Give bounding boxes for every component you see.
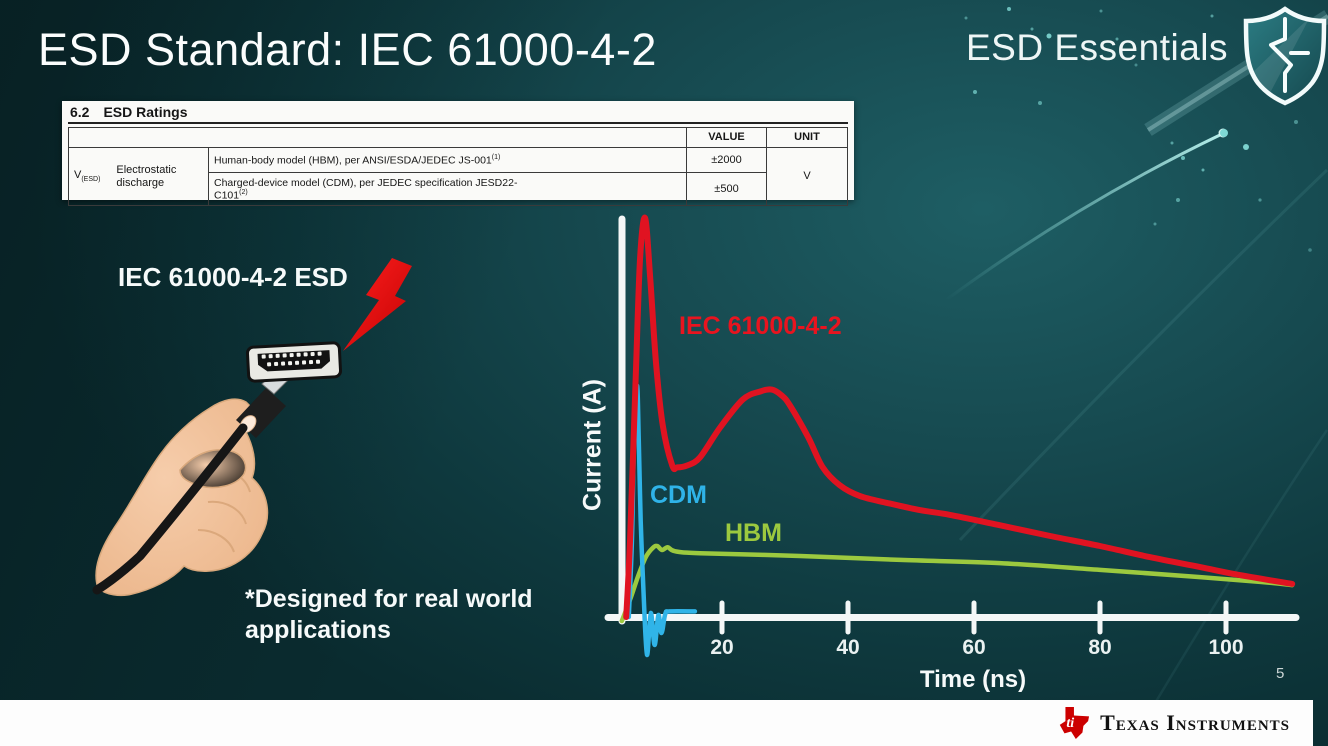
curve-hbm — [619, 543, 1295, 624]
star-dot — [1170, 141, 1174, 145]
page-number: 5 — [1276, 665, 1285, 682]
x-tick-label: 40 — [836, 636, 860, 659]
series-label-cdm: CDM — [650, 481, 707, 509]
section-number: 6.2 — [70, 104, 90, 120]
star-dot — [1243, 144, 1249, 150]
section-title: ESD Ratings — [103, 104, 188, 120]
unit-cell: V — [766, 147, 848, 206]
shooting-star-streak — [945, 132, 1223, 302]
brand-text: ESD Essentials — [966, 27, 1228, 68]
row-cdm-value: ±500 — [686, 172, 767, 206]
x-tick-label: 20 — [710, 636, 734, 659]
star-dot — [973, 90, 977, 94]
row-hbm-description: Human-body model (HBM), per ANSI/ESDA/JE… — [208, 147, 687, 173]
lightning-bolt-icon — [343, 258, 412, 351]
star-dot — [964, 16, 968, 20]
star-dot — [1176, 198, 1180, 202]
ti-logo-icon: ti — [1059, 706, 1090, 740]
esd-ratings-table: VALUE UNIT V(ESD) Electrostatic discharg… — [68, 127, 848, 206]
hand-illustration — [92, 258, 412, 597]
header-value: VALUE — [686, 127, 767, 148]
x-tick-label: 80 — [1088, 636, 1112, 659]
star-dot — [1210, 14, 1214, 18]
x-axis-label: Time (ns) — [919, 666, 1027, 693]
star-dots — [964, 7, 1312, 252]
star-dot — [1099, 9, 1103, 13]
series-label-hbm: HBM — [725, 519, 782, 547]
star-dot — [1181, 156, 1185, 160]
cable — [92, 423, 248, 595]
param-symbol: V(ESD) — [74, 168, 101, 184]
ti-logo-text: Texas Instruments — [1100, 710, 1290, 735]
illustration-label: IEC 61000-4-2 ESD — [118, 262, 348, 292]
star-dot — [1153, 222, 1157, 226]
star-dot — [1220, 129, 1228, 137]
finger-crease-3 — [197, 529, 235, 553]
row-cdm-description: Charged-device model (CDM), per JEDEC sp… — [208, 172, 687, 206]
table-heading: 6.2 ESD Ratings — [68, 103, 848, 124]
star-dot — [1134, 63, 1138, 67]
chart-axes — [604, 215, 1300, 635]
footer-bar: ti Texas Instruments — [0, 700, 1313, 746]
header-empty-cell — [68, 127, 687, 148]
footnote: *Designed for real world applications — [245, 585, 533, 644]
x-tick-label: 100 — [1208, 636, 1244, 659]
row-hbm-value: ±2000 — [686, 147, 767, 173]
x-axis-ticks — [719, 600, 1229, 635]
star-dot — [1258, 198, 1262, 202]
star-dot — [1115, 37, 1119, 41]
header-unit: UNIT — [766, 127, 848, 148]
finger-crease-2 — [207, 500, 247, 525]
svg-text:ti: ti — [1066, 715, 1074, 731]
hdmi-connector — [245, 341, 343, 383]
star-dot — [1294, 120, 1298, 124]
star-dot — [1201, 168, 1205, 172]
esd-shield-icon — [1240, 5, 1328, 107]
param-name: Electrostatic discharge — [116, 163, 177, 189]
y-axis-label: Current (A) — [578, 379, 607, 511]
star-dot — [1046, 33, 1052, 39]
star-dot — [1038, 101, 1042, 105]
faint-arc-1 — [958, 168, 1328, 542]
star-dot — [1308, 248, 1312, 252]
page-title: ESD Standard: IEC 61000-4-2 — [38, 24, 657, 75]
star-dot — [1007, 7, 1011, 11]
curve-iec-61000-4-2 — [623, 214, 1296, 620]
star-dot — [1030, 27, 1034, 31]
series-label-iec: IEC 61000-4-2 — [679, 312, 842, 340]
chart-curves — [619, 214, 1296, 658]
x-tick-label: 60 — [962, 636, 986, 659]
param-cell: V(ESD) Electrostatic discharge — [68, 147, 209, 206]
esd-ratings-table-panel: 6.2 ESD Ratings VALUE UNIT V(ESD) Electr… — [62, 101, 854, 206]
